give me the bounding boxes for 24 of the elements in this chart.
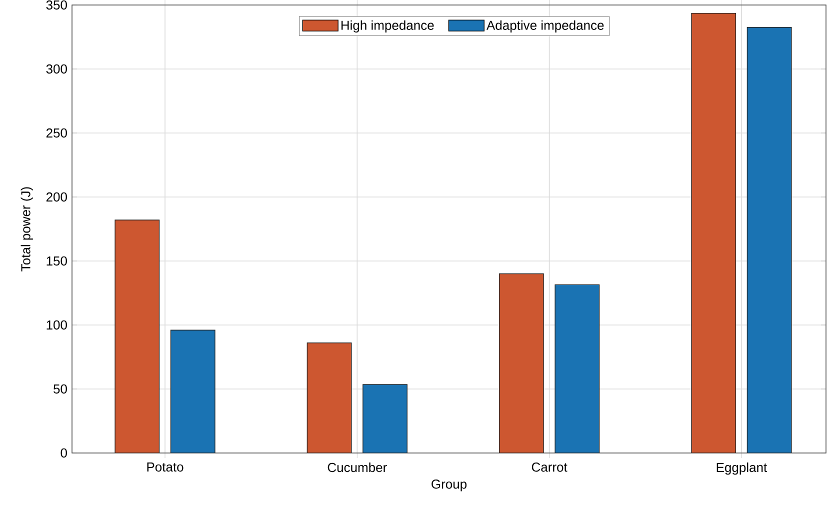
y-tick-label: 0: [60, 448, 67, 458]
x-tick-label: Cucumber: [328, 462, 387, 472]
x-tick-label: Carrot: [532, 462, 568, 472]
x-tick-label: Eggplant: [716, 462, 768, 475]
y-tick-label: 150: [46, 256, 67, 266]
x-axis-title: Group: [432, 480, 467, 492]
legend-label: Adaptive impedance: [486, 20, 604, 32]
y-tick-label: 350: [46, 0, 67, 10]
y-tick-label: 300: [46, 64, 67, 74]
legend-label: High impedance: [341, 20, 434, 32]
bar: [746, 27, 792, 453]
y-axis-title: Total power (J): [20, 187, 33, 272]
bar: [114, 220, 160, 453]
bar: [691, 12, 736, 453]
bar: [554, 284, 600, 453]
y-tick-label: 200: [46, 192, 67, 202]
y-tick-label: 100: [46, 320, 67, 330]
y-tick-label: 250: [46, 128, 67, 138]
bar: [499, 273, 544, 453]
y-tick-label: 50: [54, 384, 67, 394]
bar: [170, 330, 216, 453]
x-tick-label: Potato: [147, 462, 184, 472]
bar: [362, 384, 408, 453]
bar: [306, 342, 352, 453]
